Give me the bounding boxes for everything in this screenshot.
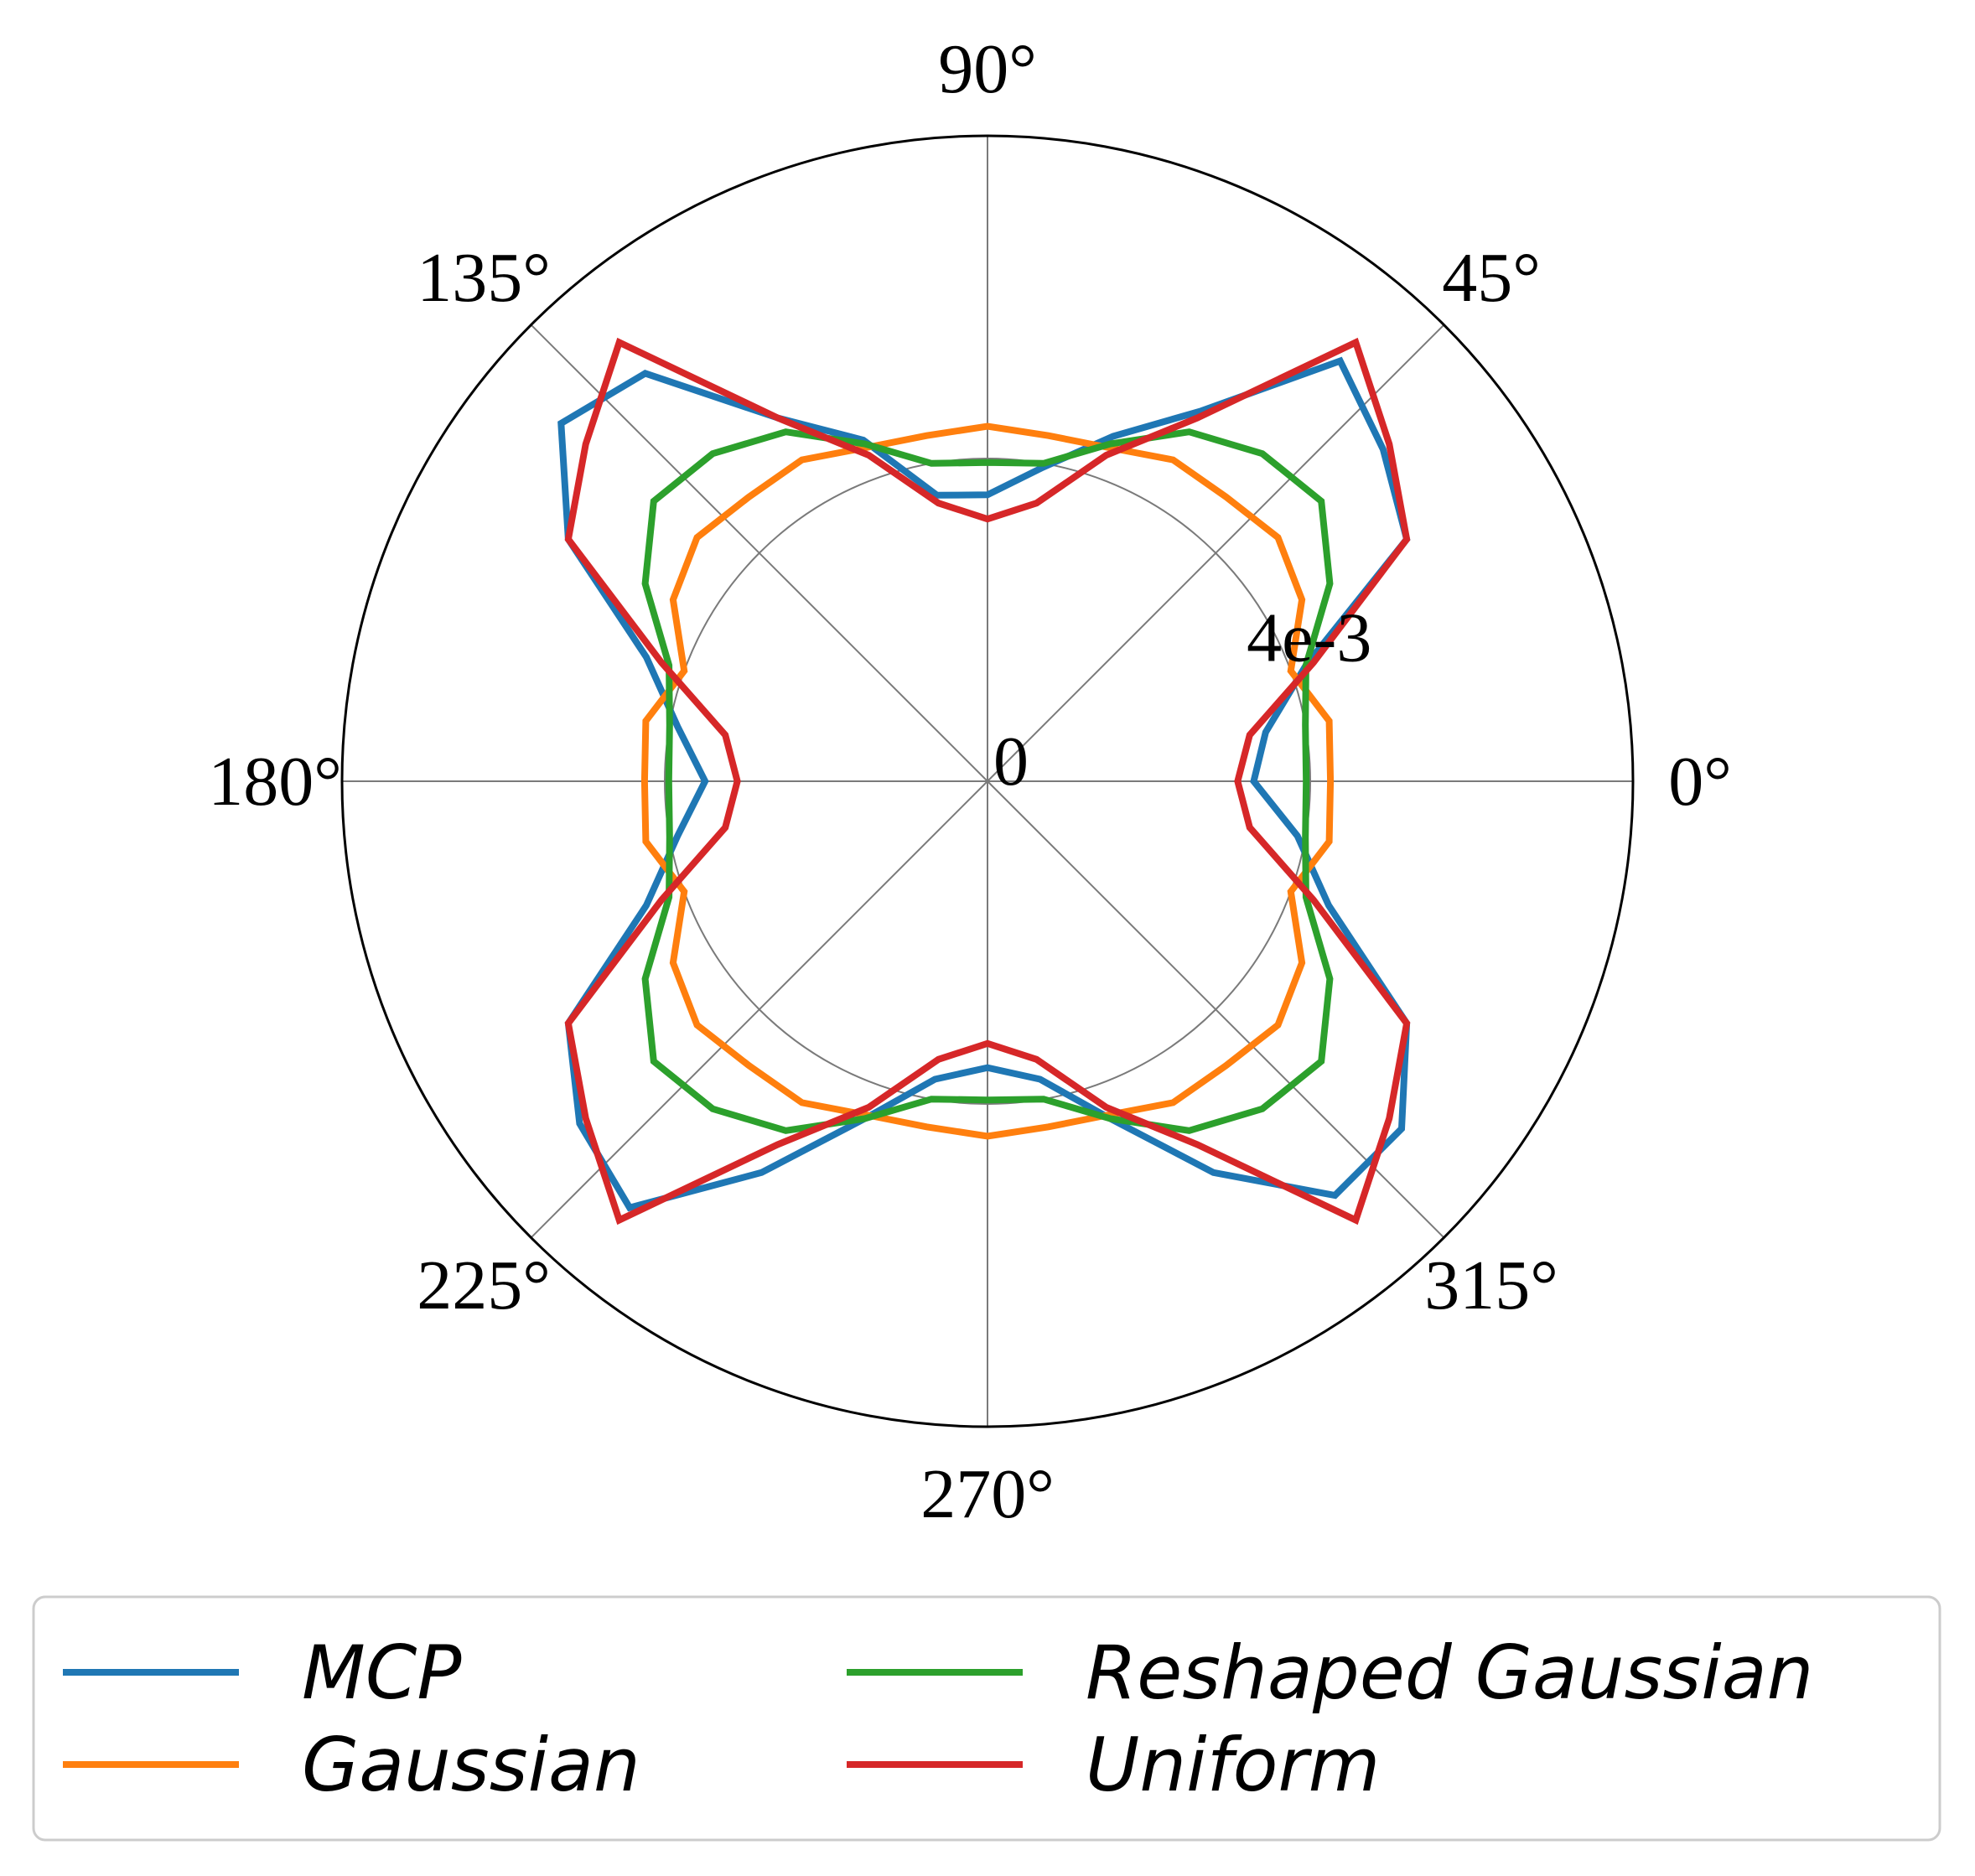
- legend-label: MCP: [302, 1630, 461, 1716]
- series-line-3: [564, 337, 1411, 1226]
- series-line-0: [557, 356, 1411, 1212]
- polar-frame: [340, 134, 1635, 1428]
- angular-tick-label: 0°: [1668, 743, 1732, 821]
- angular-tick-label: 180°: [208, 743, 342, 821]
- angular-tick-label: 90°: [938, 30, 1037, 108]
- radial-tick-label: 4e-3: [1247, 599, 1371, 677]
- legend-box: [32, 1595, 1941, 1842]
- series-lines: [557, 337, 1411, 1226]
- polar-grid: [340, 134, 1635, 1428]
- angular-tick-label: 135°: [417, 239, 551, 317]
- legend-label: Reshaped Gaussian: [1086, 1630, 1813, 1716]
- tick-labels: 0° 45° 90° 135° 180° 225° 270° 315° 0 4e-3: [208, 30, 1732, 1533]
- angular-tick-label: 270°: [920, 1455, 1055, 1533]
- legend-label: Gaussian: [302, 1722, 640, 1808]
- series-line-1: [640, 422, 1335, 1140]
- legend-label: Uniform: [1086, 1722, 1380, 1808]
- angular-tick-label: 315°: [1424, 1246, 1558, 1324]
- angular-tick-label: 225°: [417, 1246, 551, 1324]
- series-line-2: [641, 428, 1334, 1134]
- radial-tick-label: 0: [993, 723, 1029, 801]
- angular-tick-label: 45°: [1442, 239, 1541, 317]
- radial-gridline: [664, 458, 1311, 1105]
